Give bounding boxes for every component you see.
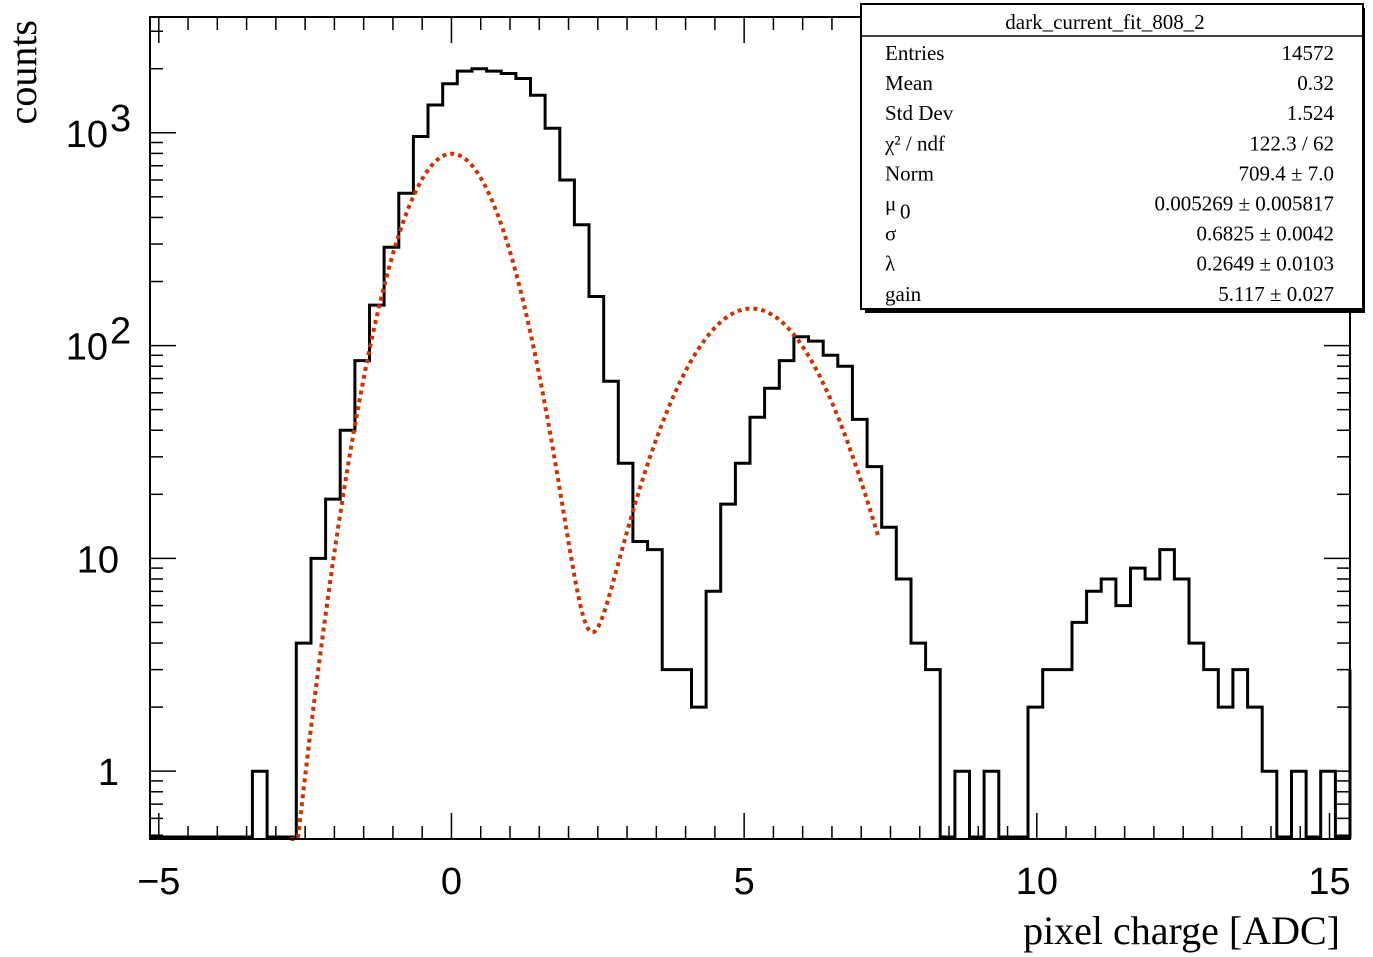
- y-tick-label-exponent: 3: [110, 98, 131, 140]
- y-tick-label: 10: [77, 539, 119, 581]
- stats-row-value: 14572: [1282, 41, 1335, 65]
- stats-row-value: 0.32: [1297, 71, 1334, 95]
- x-axis-title: pixel charge [ADC]: [1023, 908, 1340, 953]
- stats-row-name: μ: [885, 192, 896, 216]
- y-axis-title: counts: [0, 20, 45, 124]
- stats-rows: Entries 14572 Mean 0.32 Std Dev 1.524 χ² / ndf…: [884, 41, 1335, 306]
- x-tick-label: 10: [1016, 861, 1058, 903]
- stats-row-value: 5.117 ± 0.027: [1218, 282, 1334, 306]
- x-tick-label: 15: [1308, 861, 1350, 903]
- y-tick-label-exponent: 2: [110, 311, 131, 353]
- stats-row-name: σ: [885, 222, 896, 246]
- stats-row-name: Std Dev: [885, 101, 954, 125]
- stats-row-name: Norm: [885, 161, 934, 185]
- stats-row-value: 0.005269 ± 0.005817: [1154, 192, 1334, 216]
- stats-row-name: Entries: [885, 41, 944, 65]
- stats-box: dark_current_fit_808_2 Entries 14572 Mean 0…: [860, 3, 1365, 313]
- fit-curve: [290, 151, 881, 841]
- stats-row-value: 0.2649 ± 0.0103: [1196, 252, 1334, 276]
- stats-row-subscript: 0: [900, 200, 911, 224]
- stats-row-name: Mean: [885, 71, 933, 95]
- stats-row-value: 0.6825 ± 0.0042: [1196, 222, 1334, 246]
- stats-box-frame: [860, 3, 1364, 310]
- plot-frame: [149, 16, 1351, 840]
- stats-box-title: dark_current_fit_808_2: [1005, 10, 1204, 34]
- y-tick-label: 1: [98, 752, 119, 794]
- stats-row-name: gain: [885, 282, 922, 306]
- x-tick-labels: −5 0 5 10 15: [137, 861, 1351, 903]
- stats-row-name: λ: [885, 252, 896, 276]
- y-tick-label: 10: [66, 327, 108, 369]
- x-tick-label: 5: [734, 861, 755, 903]
- x-tick-label: −5: [137, 861, 180, 903]
- y-tick-label: 10: [66, 114, 108, 156]
- stats-row-value: 122.3 / 62: [1249, 131, 1334, 155]
- stats-row-value: 709.4 ± 7.0: [1238, 161, 1334, 185]
- stats-row-value: 1.524: [1287, 101, 1335, 125]
- stats-row-name: χ² / ndf: [884, 131, 945, 155]
- x-tick-label: 0: [441, 861, 462, 903]
